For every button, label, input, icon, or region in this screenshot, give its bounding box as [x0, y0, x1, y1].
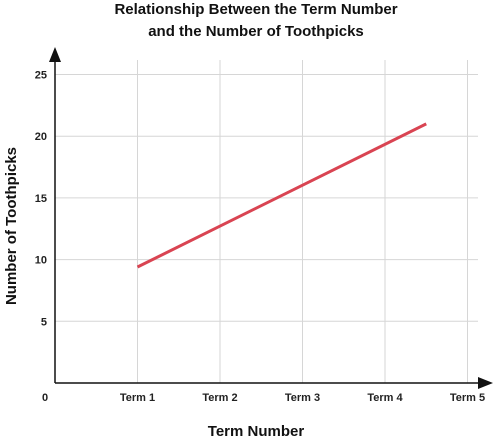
y-tick-label: 5 — [41, 316, 47, 328]
chart-title-line-1: Relationship Between the Term Number — [114, 1, 397, 18]
origin-label: 0 — [42, 392, 48, 404]
x-axis-arrow-icon — [478, 377, 493, 389]
y-tick-label: 15 — [35, 193, 47, 205]
x-axis-label: Term Number — [208, 423, 305, 440]
x-tick-label: Term 2 — [202, 392, 237, 404]
tick-labels: Term 1 Term 2 Term 3 Term 4 Term 5 5 10 15 20 25 — [35, 70, 485, 404]
x-tick-label: Term 3 — [285, 392, 320, 404]
series-lines — [136, 122, 427, 269]
grid-lines — [55, 60, 478, 383]
y-tick-label: 10 — [35, 255, 47, 267]
y-tick-label: 20 — [35, 131, 47, 143]
chart-title-line-2: and the Number of Toothpicks — [148, 23, 364, 40]
y-axis-arrow-icon — [49, 47, 61, 62]
series-line — [136, 122, 427, 269]
x-tick-label: Term 5 — [450, 392, 485, 404]
x-tick-label: Term 4 — [367, 392, 403, 404]
x-tick-label: Term 1 — [120, 392, 155, 404]
y-axis-label: Number of Toothpicks — [3, 147, 20, 305]
y-tick-label: 25 — [35, 70, 47, 82]
